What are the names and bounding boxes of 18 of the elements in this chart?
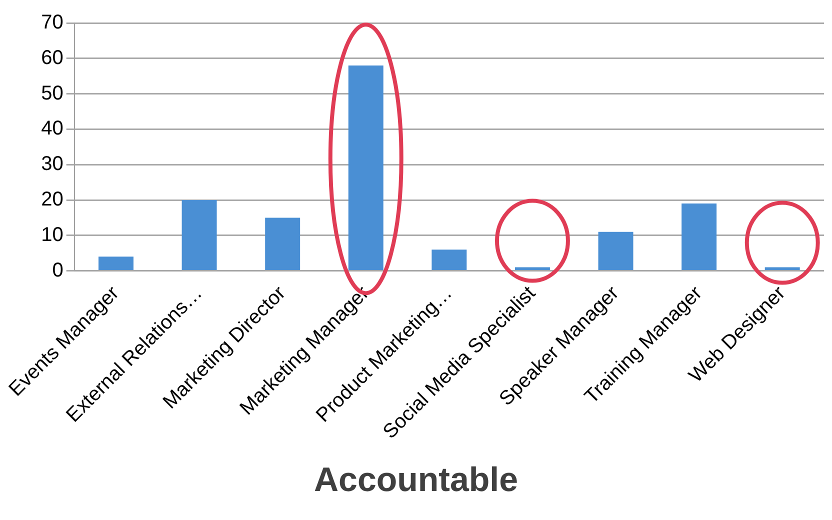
- bar: [682, 204, 717, 270]
- bar: [265, 218, 300, 270]
- y-tick-label: 30: [41, 153, 64, 176]
- y-tick-label: 60: [41, 46, 64, 69]
- bar: [514, 267, 550, 270]
- y-tick-label: 70: [41, 12, 64, 34]
- y-tick-label: 10: [41, 224, 64, 246]
- y-tick-label: 20: [41, 188, 64, 211]
- y-tick-label: 50: [41, 82, 64, 104]
- bar: [764, 267, 800, 270]
- bar: [348, 65, 384, 270]
- y-tick-label: 40: [41, 118, 64, 140]
- text: Accountable: [314, 460, 518, 499]
- y-tick-label: 0: [52, 259, 64, 282]
- bar: [98, 256, 134, 270]
- bar: [598, 232, 634, 270]
- bar: [182, 200, 217, 270]
- bar: [432, 250, 467, 270]
